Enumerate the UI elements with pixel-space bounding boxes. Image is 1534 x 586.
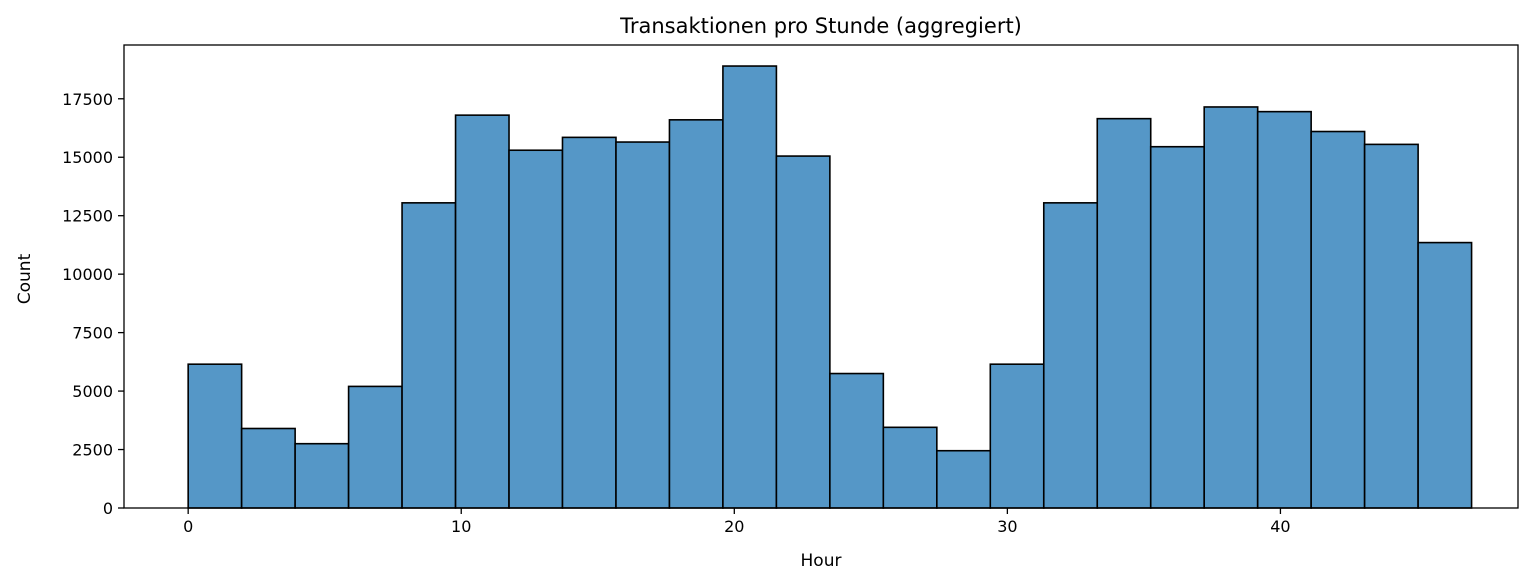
y-tick-label: 7500 [72, 324, 113, 343]
histogram-bar-1 [240, 427, 296, 509]
histogram-bar-11 [775, 155, 831, 509]
y-tick-label: 17500 [62, 90, 113, 109]
histogram-bar-7 [561, 136, 617, 509]
y-tick-label: 2500 [72, 441, 113, 460]
histogram-bar-19 [1203, 106, 1259, 509]
bars-group [187, 65, 1473, 509]
histogram-bar-4 [401, 202, 457, 509]
histogram-bar-3 [347, 385, 403, 509]
histogram-bar-6 [508, 149, 564, 509]
x-tick-label: 10 [451, 517, 471, 536]
chart-title: Transaktionen pro Stunde (aggregiert) [619, 14, 1022, 38]
histogram-bar-12 [829, 372, 885, 509]
histogram-bar-2 [294, 442, 350, 509]
y-axis-label: Count [15, 253, 35, 304]
histogram-bar-9 [668, 119, 724, 509]
histogram-bar-20 [1256, 110, 1312, 509]
y-tick-label: 0 [103, 499, 113, 518]
histogram-bar-10 [722, 65, 778, 509]
histogram-bar-8 [615, 141, 671, 509]
histogram-bar-0 [187, 363, 243, 509]
x-tick-label: 40 [1270, 517, 1290, 536]
histogram-bar-21 [1310, 130, 1366, 509]
y-tick-label: 12500 [62, 207, 113, 226]
histogram-bar-13 [882, 426, 938, 509]
y-axis: 0 2500 5000 7500 10000 12500 15000 17500 [62, 90, 124, 518]
x-axis: 0 10 20 30 40 [183, 508, 1291, 536]
x-tick-label: 0 [183, 517, 193, 536]
y-tick-label: 10000 [62, 265, 113, 284]
x-axis-label: Hour [801, 551, 842, 571]
histogram-bar-23 [1417, 241, 1473, 509]
x-tick-label: 20 [724, 517, 744, 536]
histogram-bar-14 [936, 449, 992, 509]
histogram-bar-15 [989, 363, 1045, 509]
histogram-bar-5 [454, 114, 510, 509]
y-tick-label: 15000 [62, 148, 113, 167]
histogram-bar-18 [1149, 145, 1205, 509]
histogram-bar-16 [1042, 202, 1099, 509]
x-tick-label: 30 [997, 517, 1017, 536]
histogram-bar-22 [1363, 143, 1419, 509]
y-tick-label: 5000 [72, 382, 113, 401]
plot-frame [123, 44, 1519, 509]
histogram-bar-17 [1096, 117, 1152, 509]
